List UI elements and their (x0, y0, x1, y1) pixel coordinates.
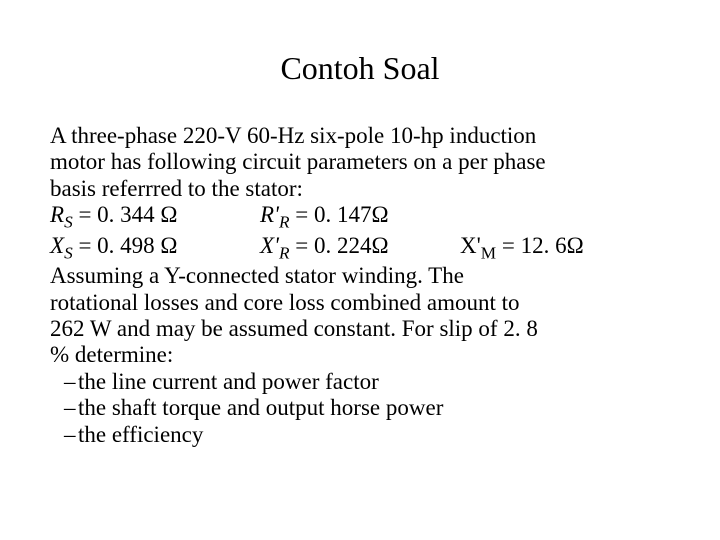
param-rs: RS = 0. 344 Ω (50, 202, 260, 232)
xs-subscript: S (64, 243, 73, 262)
xr-subscript: R (279, 243, 290, 262)
intro-line-3: basis referrred to the stator: (50, 176, 670, 202)
page-title: Contoh Soal (50, 50, 670, 87)
rr-subscript: R (279, 213, 290, 232)
xr-symbol: X' (260, 233, 279, 258)
para2-line-1: Assuming a Y-connected stator winding. T… (50, 263, 670, 289)
xm-symbol: X' (460, 233, 481, 258)
dash-icon: – (64, 422, 78, 448)
slide: Contoh Soal A three-phase 220-V 60-Hz si… (0, 0, 720, 540)
intro-line-2: motor has following circuit parameters o… (50, 149, 670, 175)
bullet-1-text: the line current and power factor (78, 369, 379, 394)
param-row-1: RS = 0. 344 Ω R'R = 0. 147Ω (50, 202, 670, 232)
bullet-3: –the efficiency (64, 422, 670, 448)
body-text: A three-phase 220-V 60-Hz six-pole 10-hp… (50, 123, 670, 448)
xr-value: = 0. 224Ω (290, 233, 389, 258)
para2-line-3: 262 W and may be assumed constant. For s… (50, 316, 670, 342)
xs-value: = 0. 498 Ω (73, 233, 178, 258)
bullet-2: –the shaft torque and output horse power (64, 395, 670, 421)
xs-symbol: X (50, 233, 64, 258)
rs-subscript: S (64, 213, 73, 232)
rr-value: = 0. 147Ω (290, 202, 389, 227)
param-xr: X'R = 0. 224Ω (260, 233, 460, 263)
para2-line-4: % determine: (50, 342, 670, 368)
rs-value: = 0. 344 Ω (73, 202, 178, 227)
param-row-2: XS = 0. 498 Ω X'R = 0. 224Ω X'M = 12. 6Ω (50, 233, 670, 263)
dash-icon: – (64, 395, 78, 421)
rr-symbol: R' (260, 202, 279, 227)
param-rr: R'R = 0. 147Ω (260, 202, 460, 232)
para2-line-2: rotational losses and core loss combined… (50, 290, 670, 316)
xm-value: = 12. 6Ω (496, 233, 584, 258)
xm-subscript: M (481, 243, 496, 262)
param-xm: X'M = 12. 6Ω (460, 233, 584, 263)
rs-symbol: R (50, 202, 64, 227)
bullet-1: –the line current and power factor (64, 369, 670, 395)
intro-line-1: A three-phase 220-V 60-Hz six-pole 10-hp… (50, 123, 670, 149)
dash-icon: – (64, 369, 78, 395)
bullet-2-text: the shaft torque and output horse power (78, 395, 443, 420)
bullet-3-text: the efficiency (78, 422, 203, 447)
param-xs: XS = 0. 498 Ω (50, 233, 260, 263)
